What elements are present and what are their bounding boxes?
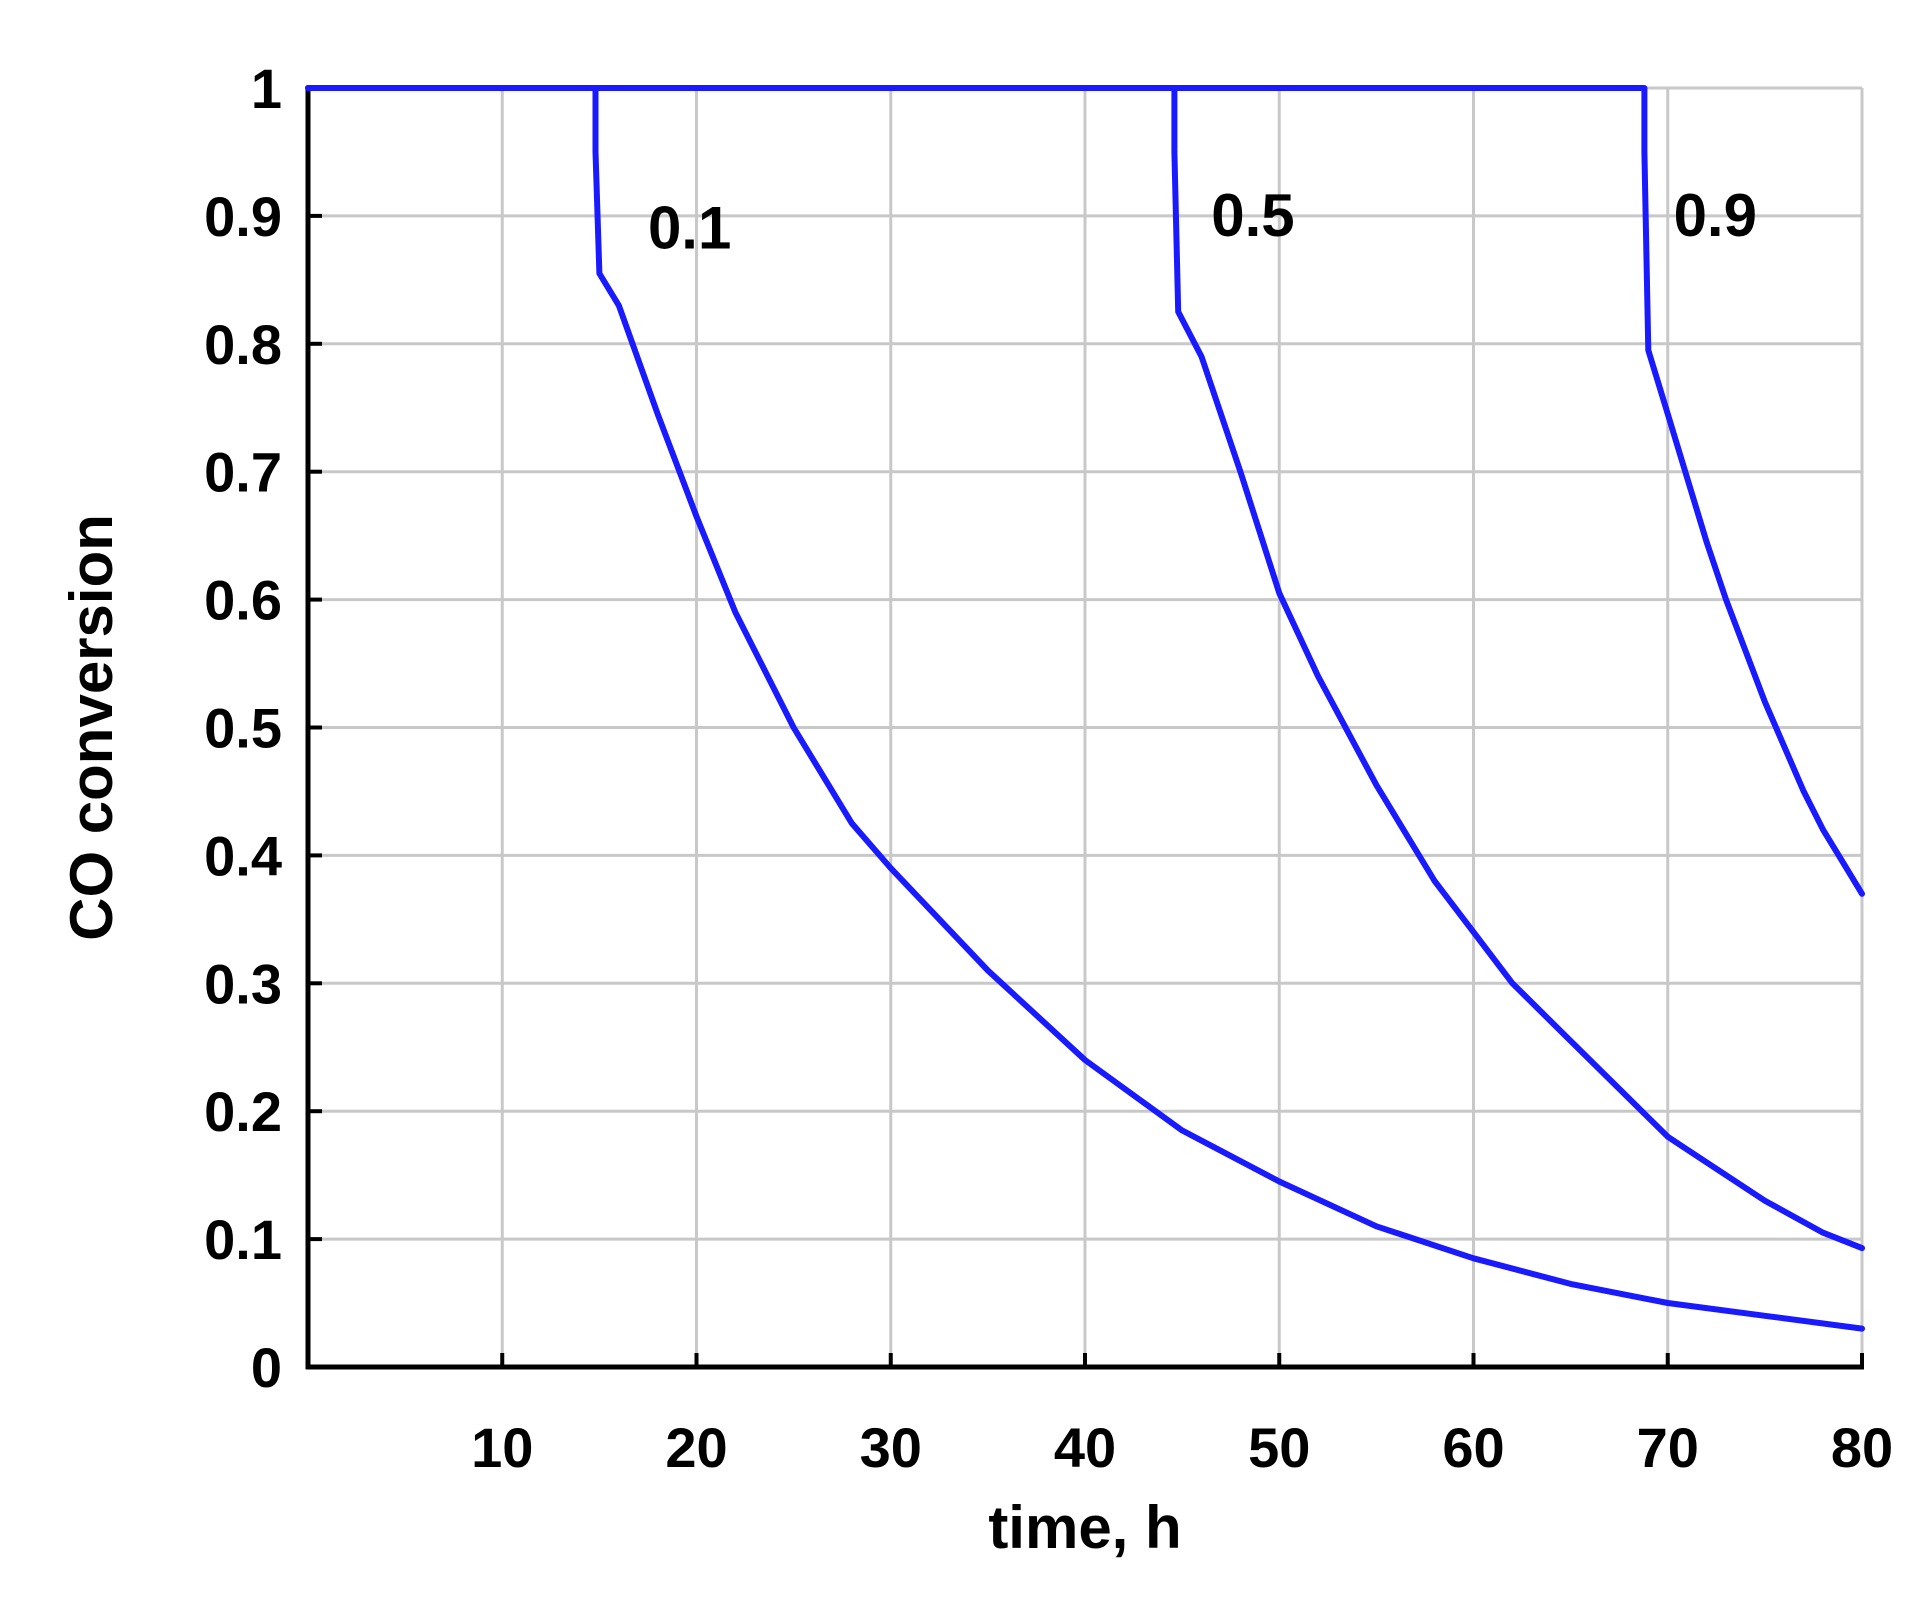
y-tick-label: 0.6 — [204, 569, 282, 632]
grid — [308, 86, 1864, 1367]
y-tick-label: 0.9 — [204, 185, 282, 248]
y-tick-label: 1 — [251, 57, 282, 120]
x-tick-label: 30 — [860, 1416, 922, 1479]
y-tick-label: 0.5 — [204, 697, 282, 760]
series-label-0.5: 0.5 — [1211, 182, 1294, 249]
series-line-0.1 — [305, 85, 1865, 1332]
series-label-0.1: 0.1 — [648, 195, 731, 262]
y-tick-label: 0.2 — [204, 1080, 282, 1143]
y-tick-label: 0.7 — [204, 441, 282, 504]
x-tick-label: 40 — [1054, 1416, 1116, 1479]
series-label-0.9: 0.9 — [1674, 182, 1757, 249]
x-axis-title: time, h — [988, 1494, 1181, 1561]
y-tick-label: 0.8 — [204, 313, 282, 376]
x-tick-label: 70 — [1637, 1416, 1699, 1479]
y-tick-label: 0.1 — [204, 1208, 282, 1271]
series-line-0.5 — [305, 85, 1865, 1252]
series-line-0.9 — [305, 85, 1865, 897]
x-tick-label: 20 — [665, 1416, 727, 1479]
y-tick-label: 0.4 — [204, 824, 282, 887]
x-tick-label: 60 — [1442, 1416, 1504, 1479]
y-axis-title: CO conversion — [58, 514, 125, 941]
series-group — [305, 85, 1865, 1332]
x-tick-label: 10 — [471, 1416, 533, 1479]
labels: 10 20 30 40 50 60 70 80 0 0.1 0.2 0.3 0.4 0.5 0.6 0.7 0.… — [204, 57, 1893, 1479]
x-tick-label: 50 — [1248, 1416, 1310, 1479]
x-tick-label: 80 — [1831, 1416, 1893, 1479]
y-tick-label: 0.3 — [204, 952, 282, 1015]
y-tick-label: 0 — [251, 1336, 282, 1399]
